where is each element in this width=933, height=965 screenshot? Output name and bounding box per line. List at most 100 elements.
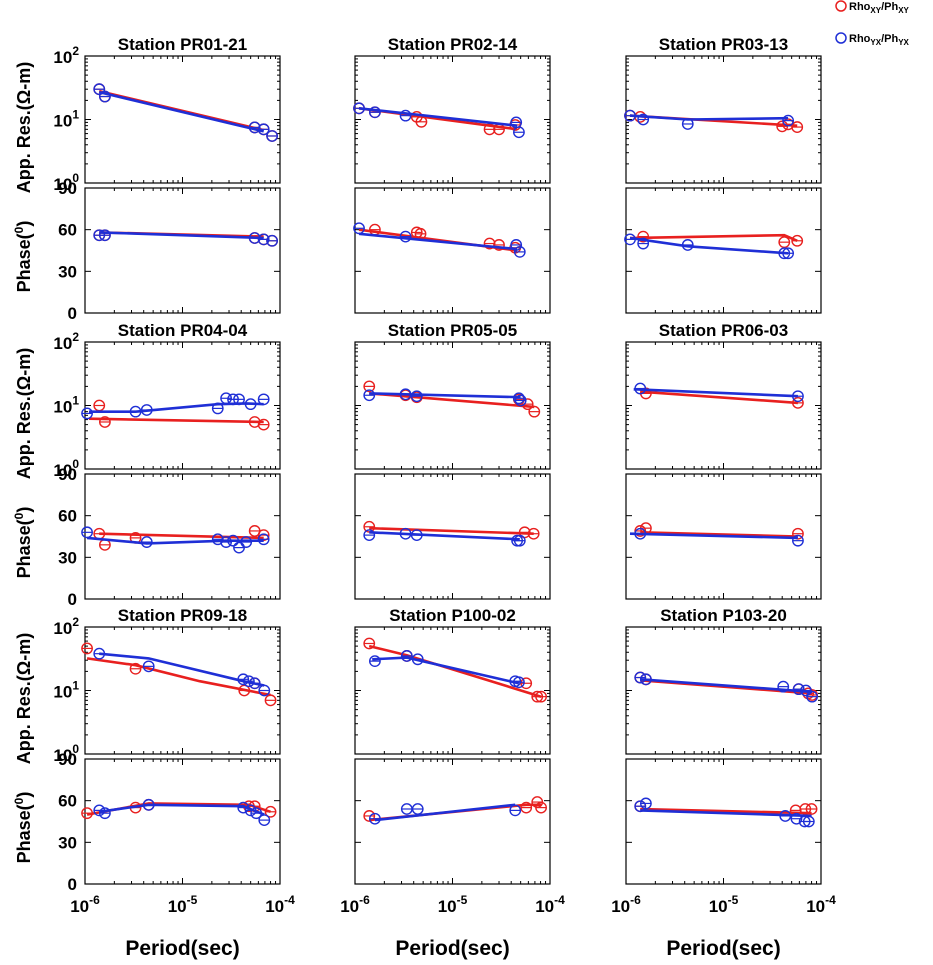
panel-title: Station PR01-21: [118, 35, 247, 54]
x-tick-label: 10-6: [340, 893, 370, 916]
rho-tick-label: 101: [53, 679, 79, 702]
panel-title: Station P100-02: [389, 606, 516, 625]
phase-tick-label: 30: [58, 548, 77, 567]
rho-tick-label: 102: [53, 330, 79, 353]
rho-tick-label: 102: [53, 44, 79, 67]
phase-xy-curve: [629, 233, 798, 242]
rho-yx-curve: [99, 652, 265, 687]
rho-yx-curve: [98, 90, 265, 133]
rho-plot-frame: [625, 341, 822, 470]
legend-label-yx: RhoYX/PhYX: [849, 33, 910, 47]
phase-tick-label: 30: [58, 262, 77, 281]
phase-tick-label: 30: [58, 833, 77, 852]
phase-axis-label: Phase(0): [12, 221, 34, 293]
phase-xy-curve: [99, 532, 264, 540]
station-panel: Station P100-02 10-6 10-5 10-4 Period(sec): [340, 606, 565, 960]
panel-title: Station PR02-14: [388, 35, 518, 54]
phase-tick-label: 60: [58, 507, 77, 526]
rho-plot-frame: [84, 55, 281, 184]
panel-title: Station PR03-13: [659, 35, 788, 54]
phase-xy-curve: [640, 531, 798, 538]
phase-yx-curve: [86, 536, 264, 545]
x-tick-label: 10-5: [709, 893, 739, 916]
rho-tick-label: 100: [53, 742, 79, 765]
station-panel: Station PR03-13: [624, 35, 822, 314]
rho-yx-curve: [629, 114, 789, 121]
rho-xy-curve: [369, 392, 535, 409]
rho-axis-label: App. Res.(Ω-m): [14, 348, 34, 479]
rho-yx-curve: [633, 388, 798, 398]
phase-plot-frame: [84, 758, 281, 885]
x-axis-label: Period(sec): [666, 937, 780, 960]
x-tick-label: 10-5: [168, 893, 198, 916]
panel-title: Station P103-20: [660, 606, 787, 625]
phase-tick-label: 90: [58, 465, 77, 484]
phase-axis-label: Phase(0): [12, 507, 34, 579]
rho-yx-curve: [640, 678, 813, 694]
panel-title: Station PR09-18: [118, 606, 247, 625]
rho-axis-label: App. Res.(Ω-m): [14, 633, 34, 764]
phase-axis-label: Phase(0): [12, 792, 34, 864]
legend-label-xy: RhoXY/PhXY: [849, 1, 910, 15]
phase-yx-curve: [640, 809, 812, 818]
phase-xy-curve: [369, 526, 534, 535]
station-panel: Station P103-20 10-6 10-5 10-4 Period(sec): [611, 606, 836, 960]
phase-plot-frame: [354, 187, 551, 314]
x-tick-label: 10-6: [70, 893, 100, 916]
phase-tick-label: 0: [68, 590, 77, 609]
rho-tick-label: 101: [53, 108, 79, 131]
x-tick-label: 10-4: [535, 893, 565, 916]
x-axis-label: Period(sec): [395, 937, 509, 960]
x-tick-label: 10-4: [265, 893, 295, 916]
phase-yx-curve: [358, 232, 518, 251]
phase-yx-curve: [369, 531, 520, 541]
phase-yx-curve: [99, 231, 264, 240]
rho-tick-label: 101: [53, 394, 79, 417]
station-panel: Station PR06-03: [625, 321, 822, 600]
x-axis-label: Period(sec): [125, 937, 239, 960]
phase-tick-label: 90: [58, 750, 77, 769]
rho-yx-curve: [372, 656, 520, 685]
phase-tick-label: 60: [58, 792, 77, 811]
legend: RhoXY/PhXY RhoYX/PhYX: [835, 0, 910, 47]
phase-yx-curve: [99, 803, 265, 816]
legend-entry-yx: RhoYX/PhYX: [835, 32, 910, 47]
phase-plot-frame: [84, 187, 281, 314]
phase-tick-label: 60: [58, 221, 77, 240]
phase-tick-label: 0: [68, 304, 77, 323]
rho-yx-curve: [369, 392, 521, 399]
rho-xy-curve: [368, 644, 542, 698]
legend-marker-yx: [835, 32, 847, 44]
legend-entry-xy: RhoXY/PhXY: [835, 0, 910, 15]
rho-tick-label: 100: [53, 457, 79, 480]
x-tick-label: 10-6: [611, 893, 641, 916]
phase-yx-curve: [629, 236, 789, 255]
panel-title: Station PR05-05: [388, 321, 517, 340]
station-panel: Station PR02-14: [353, 35, 551, 314]
rho-xy-curve: [88, 417, 264, 424]
phase-yx-curve: [374, 803, 516, 822]
rho-plot-frame: [84, 341, 281, 470]
rho-tick-label: 102: [53, 615, 79, 638]
rho-yx-curve: [358, 107, 518, 127]
rho-axis-label: App. Res.(Ω-m): [14, 62, 34, 193]
station-panel: Station PR05-05: [354, 321, 551, 600]
panel-title: Station PR04-04: [118, 321, 248, 340]
rho-xy-curve: [640, 390, 798, 405]
phase-tick-label: 90: [58, 179, 77, 198]
x-tick-label: 10-4: [806, 893, 836, 916]
phase-plot-frame: [354, 758, 551, 885]
phase-yx-curve: [629, 532, 798, 540]
x-tick-label: 10-5: [438, 893, 468, 916]
phase-xy-curve: [640, 807, 812, 815]
phase-tick-label: 0: [68, 875, 77, 894]
panel-title: Station PR06-03: [659, 321, 788, 340]
rho-xy-curve: [86, 657, 271, 697]
rho-tick-label: 100: [53, 171, 79, 194]
legend-marker-xy: [835, 0, 847, 12]
